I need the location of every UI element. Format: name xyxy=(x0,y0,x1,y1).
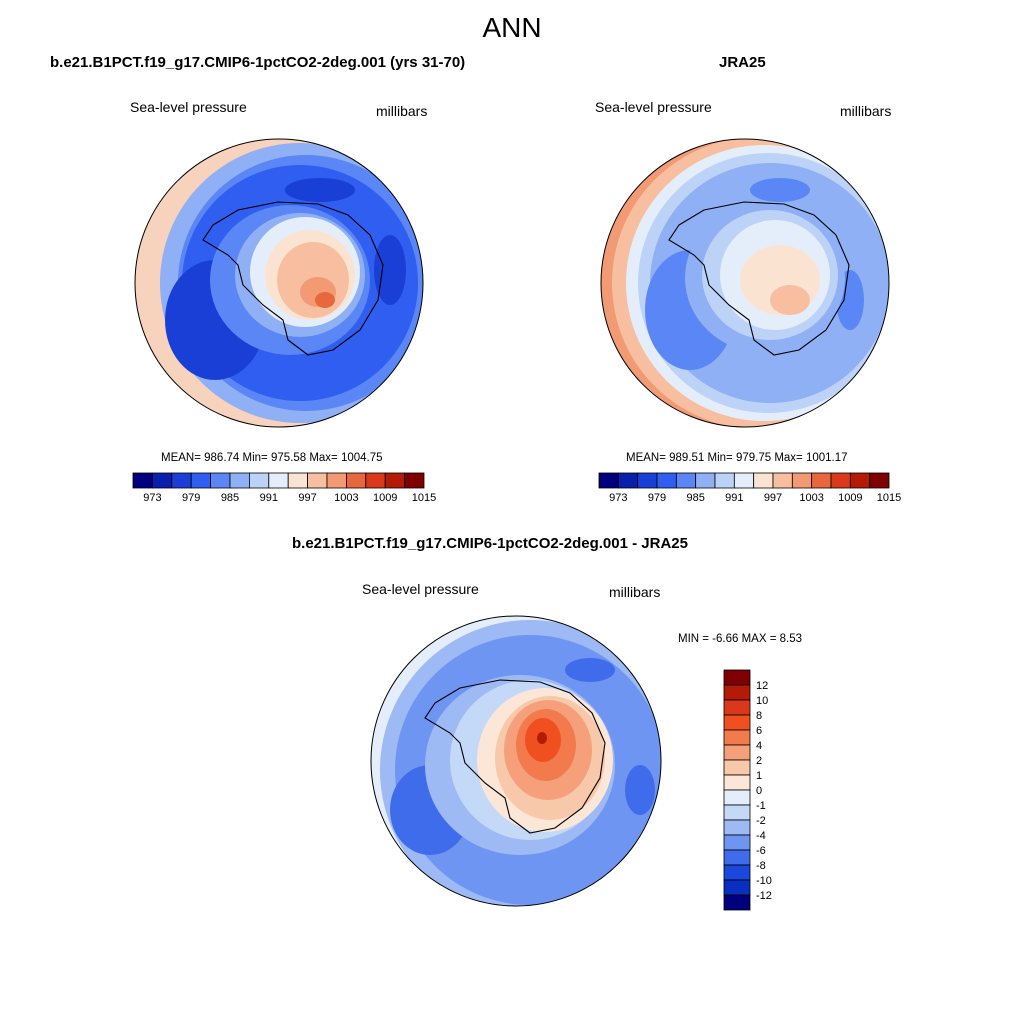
page-title: ANN xyxy=(482,12,542,43)
colorbar-3-label: 10 xyxy=(756,695,768,707)
colorbar-3-label: -10 xyxy=(756,875,772,887)
panel-3-units: millibars xyxy=(609,584,661,600)
map-panel-1 xyxy=(134,138,424,428)
colorbar-1-label: 991 xyxy=(260,492,278,504)
colorbar-1-swatch xyxy=(229,472,250,489)
colorbar-3-swatch xyxy=(723,774,751,791)
colorbar-3-label: 0 xyxy=(756,785,762,797)
panel-3-stats: MIN = -6.66 MAX = 8.53 xyxy=(678,633,803,645)
colorbar-2-swatch xyxy=(791,472,813,489)
colorbar-3-swatch xyxy=(723,684,751,701)
colorbar-2-swatch xyxy=(637,472,658,489)
colorbar-1-label: 1009 xyxy=(373,492,397,504)
colorbar-2-swatch xyxy=(869,472,890,489)
colorbar-1-swatch xyxy=(384,472,406,489)
colorbar-2-swatch xyxy=(772,472,793,489)
colorbar-2-swatch xyxy=(598,472,619,489)
colorbar-3-swatch xyxy=(723,714,751,731)
colorbar-3-label: -4 xyxy=(756,830,766,842)
colorbar-1-label: 1003 xyxy=(334,492,358,504)
colorbar-3-swatch xyxy=(723,879,751,896)
panel-1-stats: MEAN= 986.74 Min= 975.58 Max= 1004.75 xyxy=(161,452,383,464)
map-panel-3 xyxy=(370,615,662,907)
colorbar-1-label: 985 xyxy=(221,492,239,504)
colorbar-3-swatch xyxy=(723,804,751,821)
colorbar-3-label: -2 xyxy=(756,815,766,827)
colorbar-2-label: 979 xyxy=(648,492,666,504)
colorbar-3-label: 1 xyxy=(756,770,762,782)
colorbar-3-label: 4 xyxy=(756,740,762,752)
colorbar-3-swatch xyxy=(723,744,751,761)
colorbar-3-swatch xyxy=(723,669,751,686)
colorbar-2-swatch xyxy=(617,472,639,489)
colorbar-1-swatch xyxy=(210,472,231,489)
panel-1-units: millibars xyxy=(376,103,428,119)
colorbar-3-label: 12 xyxy=(756,680,768,692)
colorbar-2-swatch xyxy=(656,472,677,489)
colorbar-1-swatch xyxy=(151,472,173,489)
colorbar-2-label: 997 xyxy=(764,492,782,504)
colorbar-1-label: 973 xyxy=(143,492,161,504)
colorbar-2-label: 1009 xyxy=(838,492,862,504)
colorbar-3-label: -6 xyxy=(756,845,766,857)
colorbar-1-swatch xyxy=(326,472,347,489)
panel-3-title: b.e21.B1PCT.f19_g17.CMIP6-1pctCO2-2deg.0… xyxy=(292,535,688,552)
colorbar-2-swatch xyxy=(849,472,871,489)
colorbar-2-label: 973 xyxy=(609,492,627,504)
colorbar-3-swatch xyxy=(723,894,751,911)
colorbar-panel-1: 973 979 985 991 997 1003 1009 1015 xyxy=(132,472,436,504)
colorbar-2-swatch xyxy=(695,472,716,489)
colorbar-1-swatch xyxy=(404,472,425,489)
colorbar-1-swatch xyxy=(345,472,367,489)
colorbar-1-swatch xyxy=(171,472,192,489)
colorbar-3-label: 2 xyxy=(756,755,762,767)
colorbar-1-swatch xyxy=(132,472,153,489)
panel-3-variable: Sea-level pressure xyxy=(362,581,479,597)
colorbar-3-label: -8 xyxy=(756,860,766,872)
colorbar-2-label: 1003 xyxy=(799,492,823,504)
colorbar-2-label: 985 xyxy=(686,492,704,504)
panel-2-variable: Sea-level pressure xyxy=(595,99,712,115)
colorbar-1-swatch xyxy=(287,472,309,489)
colorbar-1-swatch xyxy=(190,472,211,489)
colorbar-3-swatch xyxy=(723,834,751,851)
colorbar-2-label: 991 xyxy=(725,492,743,504)
colorbar-3-swatch xyxy=(723,729,751,746)
colorbar-1-swatch xyxy=(365,472,386,489)
colorbar-3-swatch xyxy=(723,849,751,866)
colorbar-2-swatch xyxy=(733,472,755,489)
colorbar-3-swatch xyxy=(723,819,751,836)
colorbar-2-swatch xyxy=(753,472,774,489)
colorbar-3-label: 6 xyxy=(756,725,762,737)
colorbar-3-swatch xyxy=(723,864,751,881)
panel-2-stats: MEAN= 989.51 Min= 979.75 Max= 1001.17 xyxy=(626,452,848,464)
colorbar-panel-2: 973 979 985 991 997 1003 1009 1015 xyxy=(598,472,901,504)
colorbar-3-label: -1 xyxy=(756,800,766,812)
colorbar-2-swatch xyxy=(811,472,832,489)
colorbar-3-swatch xyxy=(723,789,751,806)
panel-2-units: millibars xyxy=(840,103,892,119)
panel-1-variable: Sea-level pressure xyxy=(130,99,247,115)
panel-1-title: b.e21.B1PCT.f19_g17.CMIP6-1pctCO2-2deg.0… xyxy=(50,54,466,71)
colorbar-1-swatch xyxy=(248,472,270,489)
colorbar-1-swatch xyxy=(307,472,328,489)
colorbar-2-swatch xyxy=(830,472,851,489)
colorbar-2-swatch xyxy=(714,472,735,489)
colorbar-2-label: 1015 xyxy=(877,492,901,504)
colorbar-1-label: 997 xyxy=(298,492,316,504)
colorbar-2-swatch xyxy=(675,472,697,489)
colorbar-3-label: 8 xyxy=(756,710,762,722)
colorbar-1-label: 979 xyxy=(182,492,200,504)
colorbar-1-swatch xyxy=(268,472,289,489)
colorbar-3-swatch xyxy=(723,759,751,776)
map-panel-2 xyxy=(600,138,890,428)
colorbar-3-label: -12 xyxy=(756,890,772,902)
colorbar-1-label: 1015 xyxy=(412,492,436,504)
colorbar-3-swatch xyxy=(723,699,751,716)
panel-2-title: JRA25 xyxy=(719,54,766,71)
